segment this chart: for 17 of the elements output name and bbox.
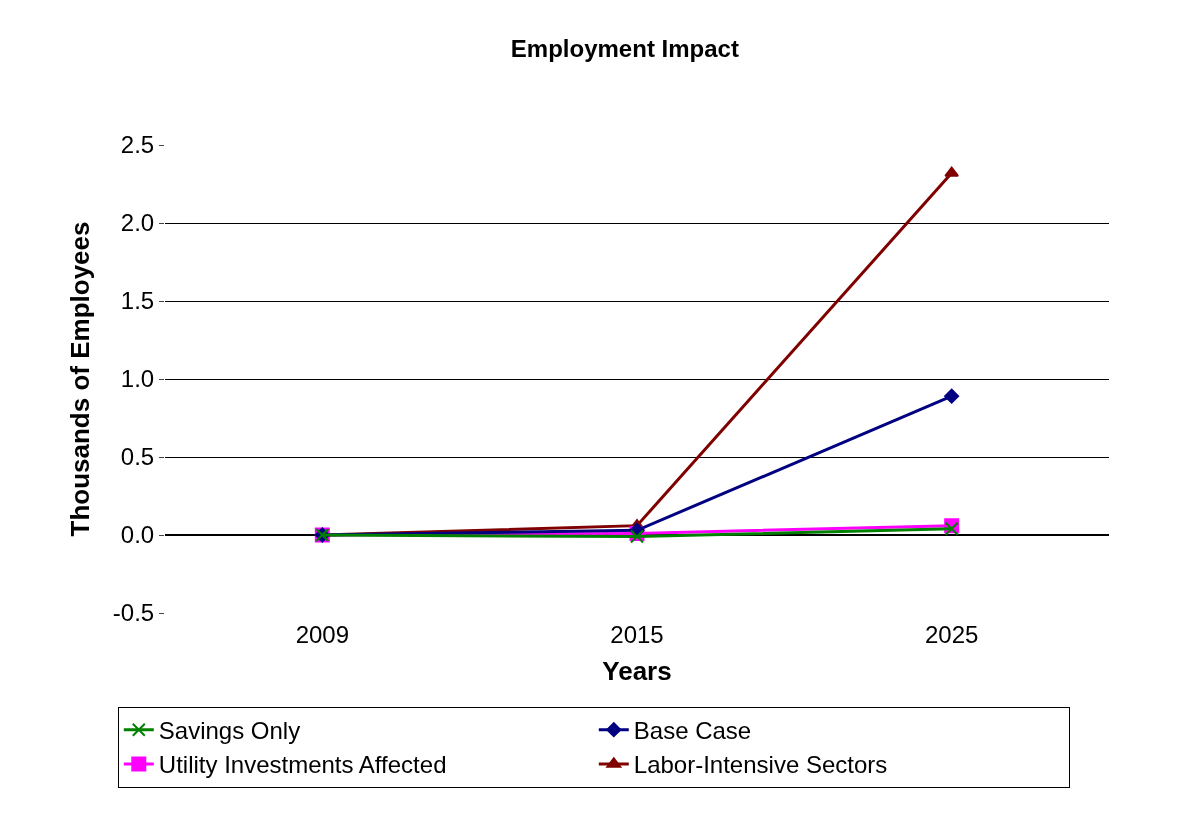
y-tick-label: 2.0: [120, 209, 155, 237]
x-tick-label: 2025: [924, 620, 979, 648]
x-tick-label: 2015: [610, 620, 664, 648]
legend-label: Labor-Intensive Sectors: [633, 751, 888, 779]
legend-label: Savings Only: [158, 717, 301, 745]
y-tick-label: 0.5: [120, 443, 155, 471]
legend-label: Utility Investments Affected: [158, 751, 447, 779]
x-axis-title: Years: [602, 656, 672, 687]
y-tick-label: 0.0: [120, 521, 155, 549]
y-tick-label: 1.0: [120, 365, 155, 393]
y-tick-label: 1.5: [120, 287, 155, 315]
y-tick-label: -0.5: [112, 599, 155, 627]
y-axis-title: Thousands of Employees: [65, 221, 96, 537]
legend-label: Base Case: [633, 717, 752, 745]
x-tick-label: 2009: [295, 620, 350, 648]
chart-title: Employment Impact: [510, 35, 739, 63]
y-tick-label: 2.5: [120, 131, 155, 159]
